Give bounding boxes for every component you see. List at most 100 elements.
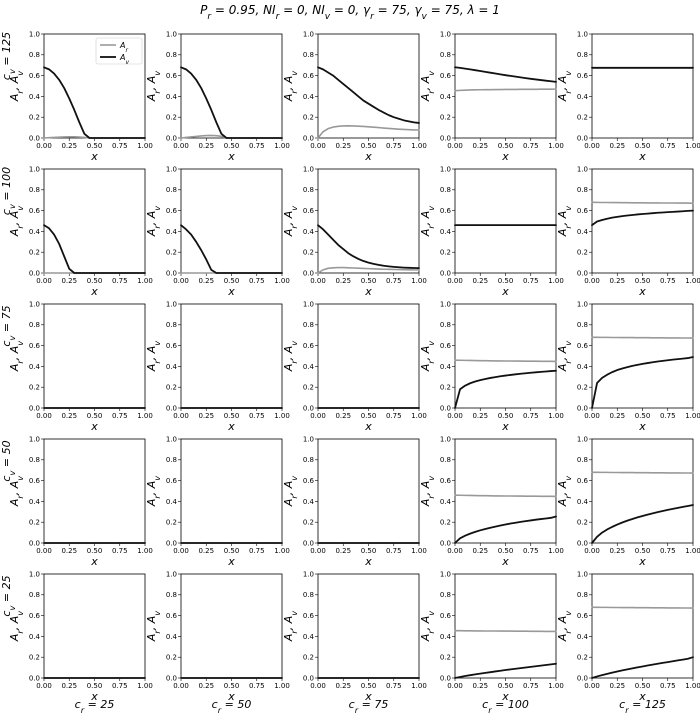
y-tick-label: 0.0	[577, 674, 588, 682]
y-tick-label: 0.8	[303, 321, 314, 329]
series-line-ar	[454, 88, 557, 92]
plot-frame	[180, 303, 283, 409]
y-tick-label: 0.8	[29, 51, 40, 59]
y-tick-label: 0.2	[166, 654, 177, 662]
x-tick-label: 0.00	[584, 277, 600, 285]
y-tick-label: 1.0	[166, 570, 177, 578]
x-axis-label: x	[364, 420, 372, 433]
x-axis-label: x	[501, 150, 509, 163]
series-line-av	[317, 66, 420, 124]
y-tick-label: 0.4	[440, 93, 452, 101]
x-tick-label: 0.50	[498, 412, 514, 420]
panel-r4-c3: 0.0 0.2 0.4 0.6 0.8 1.0 0.00 0.25 0.50 0.75 1.00 x A…	[282, 435, 427, 568]
panel-r5-c3: 0.0 0.2 0.4 0.6 0.8 1.0 0.00 0.25 0.50 0.75 1.00 x A…	[282, 570, 427, 703]
y-tick-label: 1.0	[29, 30, 40, 38]
y-tick-label: 0.4	[440, 498, 452, 506]
y-tick-label: 0.8	[577, 51, 588, 59]
y-tick-label: 0.2	[166, 519, 177, 527]
x-tick-label: 0.75	[523, 277, 539, 285]
row-labels: cv = 125 cv = 100 cv = 75 cv = 50 cv = 25	[0, 32, 17, 617]
y-tick-label: 0.8	[440, 591, 451, 599]
x-tick-label: 1.00	[137, 412, 153, 420]
x-axis-label: x	[90, 285, 98, 298]
x-axis-label: x	[638, 690, 646, 703]
y-tick-label: 1.0	[577, 300, 588, 308]
y-tick-label: 1.0	[166, 435, 177, 443]
x-axis-label: x	[638, 285, 646, 298]
series-line-av	[180, 66, 283, 139]
panel-r2-c1: 0.0 0.2 0.4 0.6 0.8 1.0 0.00 0.25 0.50 0.75 1.00 x A…	[8, 165, 153, 298]
y-tick-label: 1.0	[29, 570, 40, 578]
panel-r1-c4: 0.0 0.2 0.4 0.6 0.8 1.0 0.00 0.25 0.50 0.75 1.00 x A…	[419, 30, 564, 163]
y-tick-label: 0.4	[29, 93, 41, 101]
series-line-av	[591, 356, 694, 409]
x-tick-label: 0.75	[386, 277, 402, 285]
x-tick-label: 1.00	[274, 547, 290, 555]
y-tick-label: 0.0	[440, 404, 451, 412]
plot-frame	[43, 303, 146, 409]
y-tick-label: 0.4	[440, 633, 452, 641]
y-tick-label: 0.0	[166, 539, 177, 547]
y-tick-label: 0.0	[303, 404, 314, 412]
y-tick-label: 0.4	[577, 228, 589, 236]
x-axis-label: x	[227, 420, 235, 433]
panel-grid: 0.0 0.2 0.4 0.6 0.8 1.0 0.00 0.25 0.50 0.75 1.00 x A…	[8, 30, 700, 703]
panel-r5-c5: 0.0 0.2 0.4 0.6 0.8 1.0 0.00 0.25 0.50 0.75 1.00 x A…	[556, 570, 700, 703]
y-tick-label: 0.4	[166, 498, 178, 506]
panel-r4-c4: 0.0 0.2 0.4 0.6 0.8 1.0 0.00 0.25 0.50 0.75 1.00 x A…	[419, 435, 564, 568]
y-tick-label: 0.2	[303, 114, 314, 122]
y-tick-label: 0.8	[303, 186, 314, 194]
x-tick-label: 0.50	[498, 547, 514, 555]
x-tick-label: 0.00	[36, 277, 52, 285]
plot-frame	[43, 573, 146, 679]
x-axis-label: x	[90, 555, 98, 568]
x-tick-label: 0.25	[61, 682, 77, 690]
x-tick-label: 0.00	[584, 412, 600, 420]
x-tick-label: 0.75	[660, 277, 676, 285]
x-tick-label: 0.00	[310, 142, 326, 150]
plot-frame	[454, 168, 557, 274]
x-axis-label: x	[227, 285, 235, 298]
y-tick-label: 0.2	[440, 519, 451, 527]
row-label: cv = 75	[0, 305, 17, 346]
x-tick-label: 1.00	[548, 412, 564, 420]
y-tick-label: 1.0	[303, 30, 314, 38]
plot-frame	[180, 573, 283, 679]
x-axis-label: x	[227, 690, 235, 703]
y-tick-label: 1.0	[303, 435, 314, 443]
y-tick-label: 1.0	[166, 30, 177, 38]
y-axis-label: Ar, Av	[419, 476, 436, 507]
panel-r1-c3: 0.0 0.2 0.4 0.6 0.8 1.0 0.00 0.25 0.50 0.75 1.00 x A…	[282, 30, 427, 163]
x-tick-label: 1.00	[685, 682, 700, 690]
y-tick-label: 0.0	[29, 674, 40, 682]
x-tick-label: 0.75	[112, 412, 128, 420]
x-tick-label: 0.25	[472, 142, 488, 150]
x-tick-label: 0.50	[224, 412, 240, 420]
x-tick-label: 0.00	[447, 682, 463, 690]
series-line-ar	[591, 201, 694, 205]
plot-frame	[591, 438, 694, 544]
x-tick-label: 1.00	[548, 682, 564, 690]
x-axis-label: x	[364, 690, 372, 703]
y-tick-label: 0.8	[440, 321, 451, 329]
x-tick-label: 0.50	[361, 682, 377, 690]
x-axis-label: x	[227, 555, 235, 568]
panel-r2-c5: 0.0 0.2 0.4 0.6 0.8 1.0 0.00 0.25 0.50 0.75 1.00 x A…	[556, 165, 700, 298]
x-tick-label: 0.25	[472, 277, 488, 285]
y-tick-label: 0.6	[166, 72, 178, 80]
panel-r4-c5: 0.0 0.2 0.4 0.6 0.8 1.0 0.00 0.25 0.50 0.75 1.00 x A…	[556, 435, 700, 568]
y-tick-label: 0.4	[303, 498, 315, 506]
legend-box	[95, 37, 143, 65]
x-tick-label: 0.00	[173, 142, 189, 150]
x-tick-label: 0.50	[635, 142, 651, 150]
plot-frame	[454, 573, 557, 679]
x-tick-label: 0.25	[335, 277, 351, 285]
x-tick-label: 0.00	[36, 682, 52, 690]
y-tick-label: 0.6	[303, 207, 315, 215]
series-line-av	[591, 656, 694, 679]
x-tick-label: 0.25	[61, 142, 77, 150]
y-tick-label: 0.2	[29, 114, 40, 122]
plot-frame	[454, 438, 557, 544]
x-tick-label: 0.75	[386, 547, 402, 555]
